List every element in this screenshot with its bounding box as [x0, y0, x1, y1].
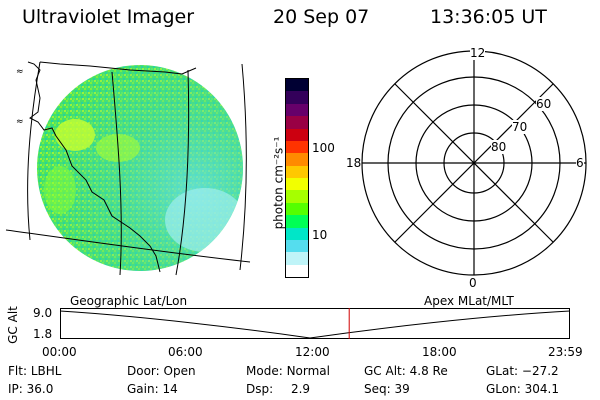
status-seq: Seq: 39: [364, 382, 410, 396]
plot-y-tick-1-8: 1.8: [33, 327, 53, 341]
colorbar-swatch: [286, 227, 308, 240]
plot-left-label: Geographic Lat/Lon: [70, 294, 188, 308]
colorbar-swatch: [286, 190, 308, 203]
polar-label-60: 60: [536, 97, 552, 111]
altitude-plot: [59, 308, 571, 339]
polar-label-70: 70: [512, 120, 528, 134]
colorbar-swatch: [286, 103, 308, 117]
status-mode: Mode: Normal: [246, 364, 330, 378]
status-dsp: Dsp: 2.9: [246, 382, 311, 396]
status-door: Door: Open: [127, 364, 196, 378]
colorbar-swatch: [286, 264, 308, 277]
status-glon: GLon: 304.1: [486, 382, 559, 396]
uv-globe-image: ≈ ≈: [5, 61, 251, 276]
status-filter: Flt: LBHL: [8, 364, 62, 378]
polar-label-80: 80: [491, 140, 507, 154]
colorbar-unit-label: photon cm⁻²s⁻¹: [271, 136, 286, 230]
colorbar-swatch: [286, 79, 308, 92]
colorbar-swatch: [286, 140, 308, 154]
date-label: 20 Sep 07: [273, 6, 370, 28]
colorbar-swatch: [286, 165, 308, 178]
polar-label-18: 18: [346, 156, 362, 170]
time-label: 13:36:05 UT: [430, 6, 547, 28]
polar-label-12: 12: [470, 46, 486, 60]
status-gain: Gain: 14: [127, 382, 178, 396]
colorbar-swatch: [286, 116, 308, 129]
colorbar-swatch: [286, 202, 308, 216]
polar-label-6: 6: [576, 156, 584, 170]
colorbar: [285, 78, 309, 278]
polar-grid: [361, 50, 587, 276]
colorbar-swatch: [286, 128, 308, 141]
colorbar-tick-100: 100: [312, 141, 335, 155]
polar-label-0: 0: [469, 276, 477, 290]
plot-x-tick-2359: 23:59: [548, 345, 583, 359]
plot-x-tick-0600: 06:00: [168, 345, 203, 359]
colorbar-tick-10: 10: [312, 228, 328, 242]
colorbar-swatch: [286, 239, 308, 253]
svg-text:≈: ≈: [16, 117, 24, 127]
status-gc-alt: GC Alt: 4.8 Re: [364, 364, 448, 378]
colorbar-swatch: [286, 252, 308, 265]
status-ip: IP: 36.0: [8, 382, 54, 396]
app-title: Ultraviolet Imager: [22, 6, 195, 28]
plot-y-axis-label: GC Alt: [5, 306, 20, 344]
plot-x-tick-1800: 18:00: [422, 345, 457, 359]
status-glat: GLat: −27.2: [486, 364, 559, 378]
colorbar-swatch: [286, 153, 308, 166]
colorbar-swatch: [286, 178, 308, 191]
colorbar-swatch: [286, 91, 308, 104]
plot-x-tick-1200: 12:00: [295, 345, 330, 359]
svg-text:≈: ≈: [16, 67, 24, 77]
plot-right-label: Apex MLat/MLT: [424, 294, 514, 308]
colorbar-swatch: [286, 215, 308, 228]
plot-y-tick-9: 9.0: [33, 306, 53, 320]
plot-x-tick-0000: 00:00: [42, 345, 77, 359]
